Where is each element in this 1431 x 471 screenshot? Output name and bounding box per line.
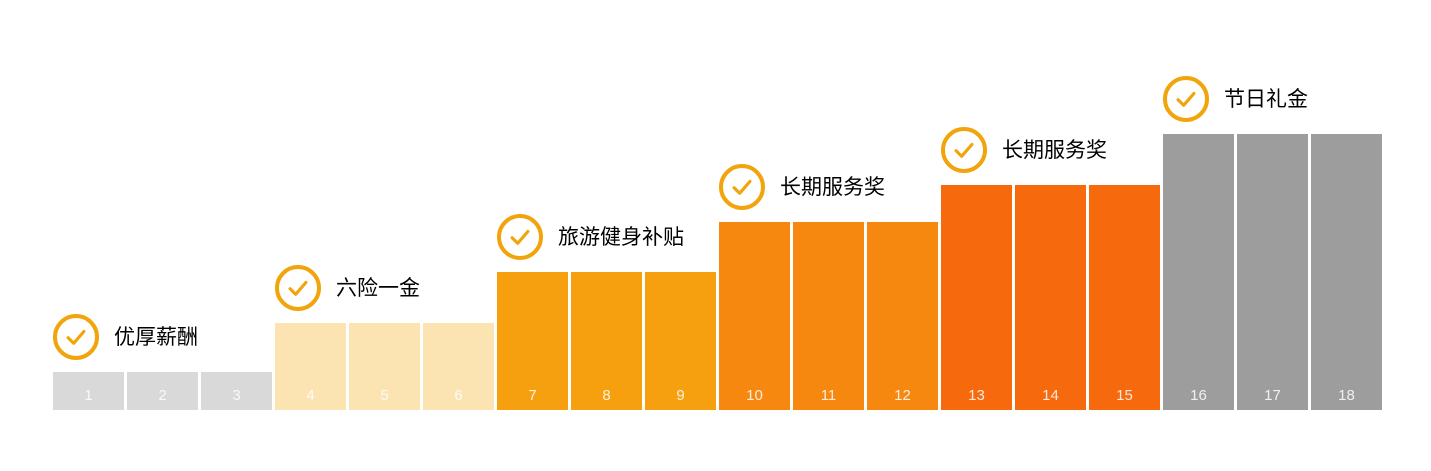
bar-number: 4 (306, 387, 315, 404)
check-circle-icon (53, 314, 99, 360)
benefit-label: 长期服务奖 (780, 175, 885, 199)
bar-number: 7 (528, 387, 537, 404)
benefit-label-row: 旅游健身补贴 (497, 214, 684, 260)
bar-number: 17 (1264, 387, 1281, 404)
check-circle-icon (497, 214, 543, 260)
bar-number: 1 (84, 387, 93, 404)
benefit-label: 六险一金 (336, 276, 420, 300)
bar-number: 15 (1116, 387, 1133, 404)
benefit-bar: 17 (1237, 134, 1308, 410)
bar-number: 10 (746, 387, 763, 404)
bar-number: 13 (968, 387, 985, 404)
benefit-group: 旅游健身补贴 7 8 9 (497, 214, 716, 410)
bar-number: 9 (676, 387, 685, 404)
benefit-bar: 3 (201, 372, 272, 410)
bar-number: 5 (380, 387, 389, 404)
benefit-bar: 10 (719, 222, 790, 410)
benefit-bar: 6 (423, 323, 494, 410)
bar-number: 8 (602, 387, 611, 404)
benefit-group: 优厚薪酬 1 2 3 (53, 314, 272, 410)
benefit-label: 长期服务奖 (1002, 138, 1107, 162)
bar-number: 3 (232, 387, 241, 404)
benefit-bar: 2 (127, 372, 198, 410)
benefit-bar: 4 (275, 323, 346, 410)
benefit-bar: 13 (941, 185, 1012, 410)
bar-number: 18 (1338, 387, 1355, 404)
bar-number: 11 (820, 387, 837, 404)
benefit-label: 旅游健身补贴 (558, 225, 684, 249)
benefit-bar: 9 (645, 272, 716, 410)
bar-number: 12 (894, 387, 911, 404)
benefit-bar: 8 (571, 272, 642, 410)
bar-number: 6 (454, 387, 463, 404)
benefit-label-row: 节日礼金 (1163, 76, 1308, 122)
check-circle-icon (1163, 76, 1209, 122)
benefit-group: 六险一金 4 5 6 (275, 265, 494, 410)
bar-row: 10 11 12 (719, 222, 938, 410)
check-circle-icon (719, 164, 765, 210)
bar-number: 2 (158, 387, 167, 404)
benefit-group: 长期服务奖 10 11 12 (719, 164, 938, 410)
benefit-bar: 11 (793, 222, 864, 410)
benefit-label-row: 长期服务奖 (941, 127, 1107, 173)
check-circle-icon (275, 265, 321, 311)
bar-number: 16 (1190, 387, 1207, 404)
bar-row: 7 8 9 (497, 272, 716, 410)
benefit-bar: 7 (497, 272, 568, 410)
benefit-bar: 18 (1311, 134, 1382, 410)
benefit-bar: 15 (1089, 185, 1160, 410)
benefit-group: 长期服务奖 13 14 15 (941, 127, 1160, 410)
bar-number: 14 (1042, 387, 1059, 404)
benefit-bar: 16 (1163, 134, 1234, 410)
bar-row: 16 17 18 (1163, 134, 1382, 410)
bar-staircase: 优厚薪酬 1 2 3 六险一金 (53, 76, 1382, 410)
check-circle-icon (941, 127, 987, 173)
bar-row: 13 14 15 (941, 185, 1160, 410)
benefit-label: 节日礼金 (1224, 87, 1308, 111)
benefit-label-row: 长期服务奖 (719, 164, 885, 210)
bar-row: 4 5 6 (275, 323, 494, 410)
benefit-bar: 1 (53, 372, 124, 410)
benefit-label: 优厚薪酬 (114, 325, 198, 349)
benefit-bar: 5 (349, 323, 420, 410)
bar-row: 1 2 3 (53, 372, 272, 410)
benefit-group: 节日礼金 16 17 18 (1163, 76, 1382, 410)
benefit-label-row: 六险一金 (275, 265, 420, 311)
benefit-bar: 12 (867, 222, 938, 410)
benefit-label-row: 优厚薪酬 (53, 314, 198, 360)
benefit-bar: 14 (1015, 185, 1086, 410)
